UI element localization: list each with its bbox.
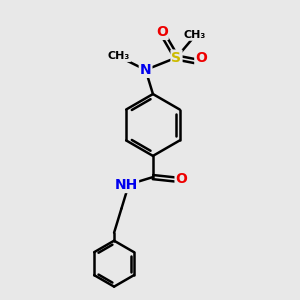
Text: CH₃: CH₃ (108, 51, 130, 61)
Text: NH: NH (115, 178, 138, 192)
Text: O: O (195, 51, 207, 65)
Text: N: N (140, 63, 152, 77)
Text: O: O (176, 172, 188, 186)
Text: CH₃: CH₃ (184, 30, 206, 40)
Text: O: O (156, 25, 168, 39)
Text: S: S (172, 50, 182, 64)
